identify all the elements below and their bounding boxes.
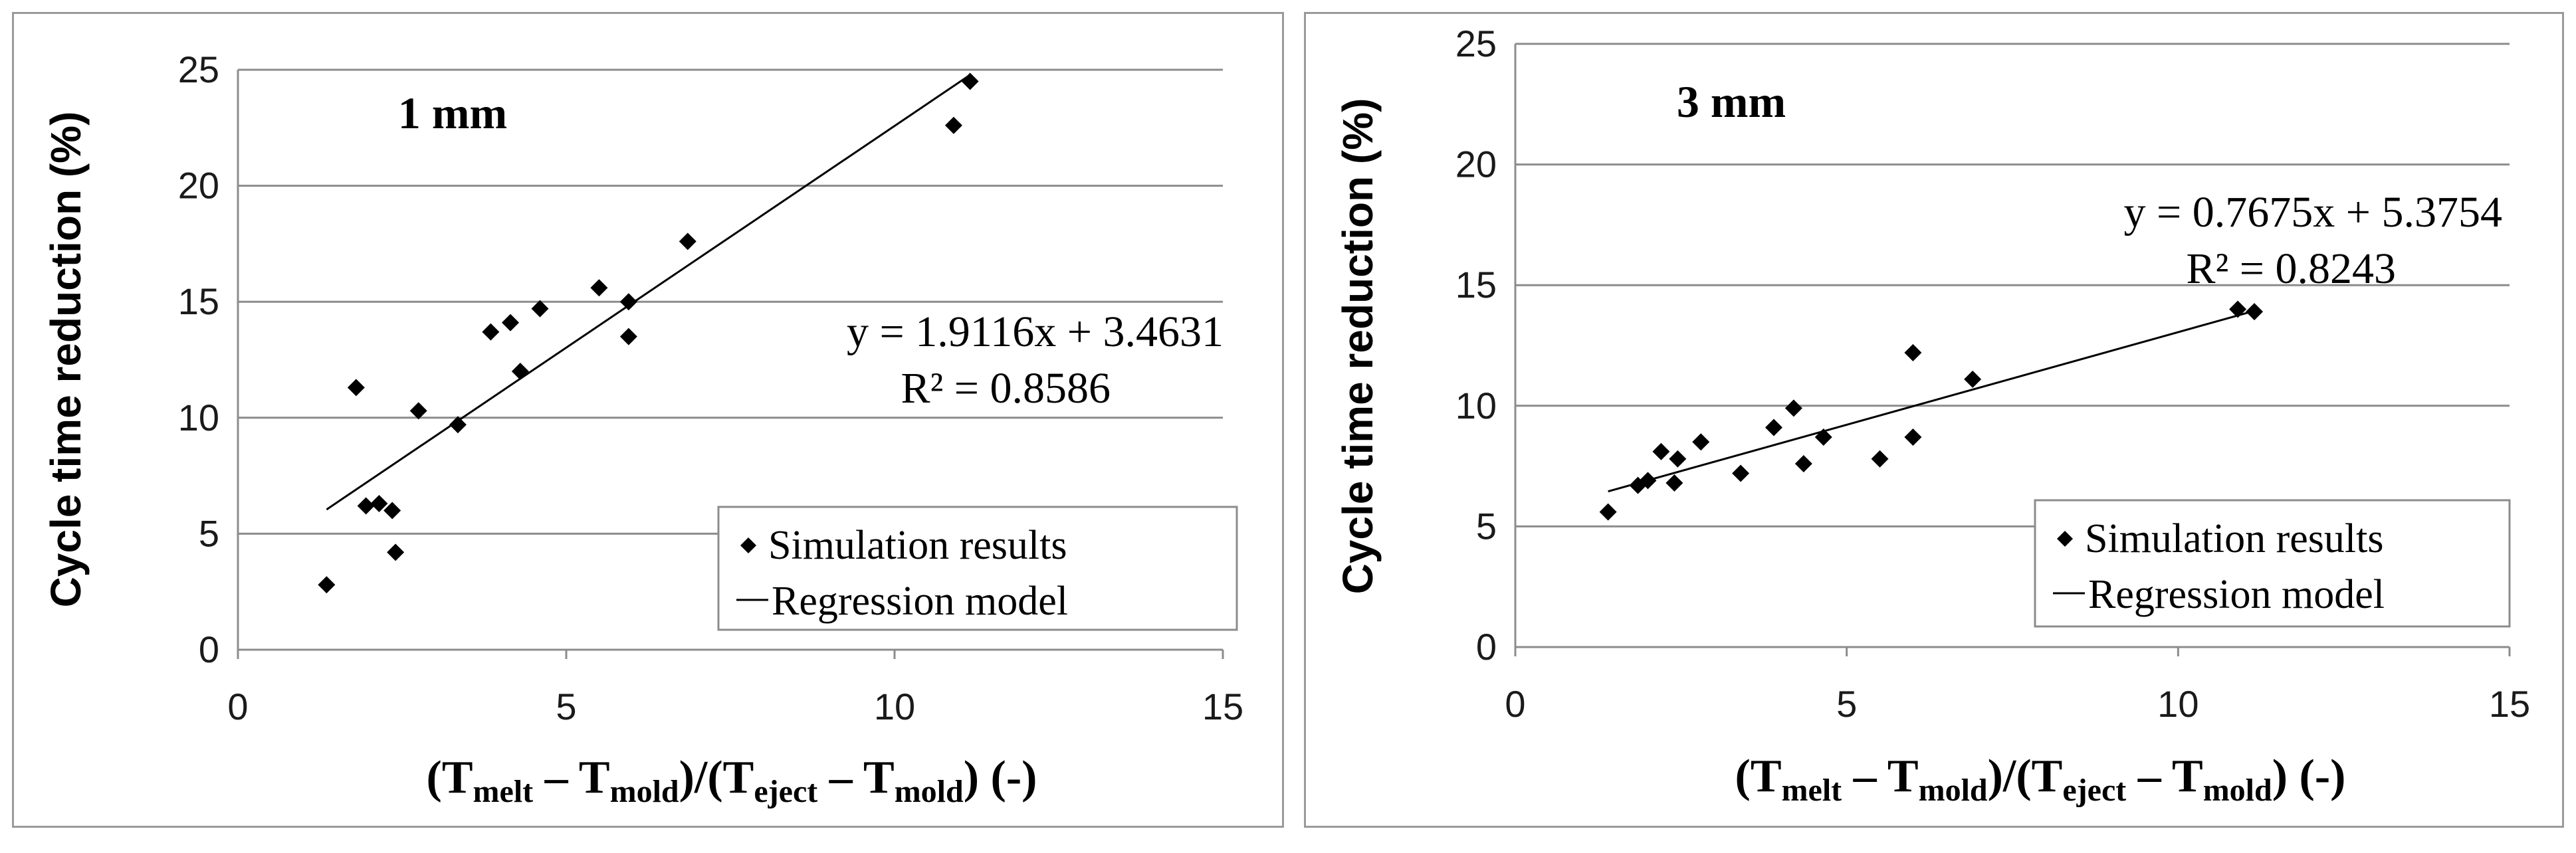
data-point: [511, 362, 529, 380]
data-point: [357, 497, 375, 515]
data-point: [1784, 399, 1802, 417]
y-tick-label: 0: [1476, 626, 1497, 668]
data-point: [2246, 303, 2264, 321]
x-axis-label: (Tmelt – Tmold)/(Teject – Tmold) (-): [427, 752, 1037, 809]
data-point: [383, 502, 401, 520]
chart-1mm: 0 5 10 15 20 25 0 5 10 15 Cycle time reduction (%)…: [42, 48, 1243, 809]
data-point: [1904, 428, 1922, 446]
chart-panel-1mm: 0 5 10 15 20 25 0 5 10 15 Cycle time reduction (%)…: [12, 12, 1284, 828]
data-point: [619, 328, 637, 345]
legend-label-simulation: Simulation results: [2085, 516, 2384, 561]
y-tick-label: 5: [199, 512, 219, 554]
data-point: [1964, 370, 1982, 388]
data-point: [1904, 343, 1922, 361]
data-point: [370, 495, 388, 513]
y-axis-label: Cycle time reduction (%): [1334, 98, 1382, 595]
legend-box: [717, 506, 1238, 631]
regression-equation: y = 0.7675x + 5.3754: [2124, 188, 2502, 237]
legend-box: [2034, 499, 2511, 628]
data-point: [1665, 474, 1683, 492]
x-tick-label: 10: [874, 686, 915, 727]
x-tick-label: 0: [227, 686, 248, 727]
y-tick-label: 25: [1455, 23, 1497, 64]
chart-panel-3mm: 0 5 10 15 20 25 0 5 10 15 Cycle time reduction (%)…: [1304, 12, 2564, 828]
y-tick-label: 10: [1455, 385, 1497, 427]
y-tick-label: 20: [178, 165, 219, 207]
x-tick-label: 10: [2157, 683, 2199, 725]
legend-marker-diamond: [2057, 531, 2073, 547]
data-point: [944, 116, 962, 134]
regression-line: [326, 74, 971, 511]
data-point: [482, 323, 500, 341]
data-point: [409, 402, 427, 420]
regression-line: [1608, 310, 2255, 493]
y-tick-label: 0: [199, 628, 219, 670]
data-point: [1871, 450, 1889, 468]
data-point: [1794, 454, 1812, 472]
y-tick-label: 5: [1476, 505, 1497, 547]
data-point: [449, 416, 467, 434]
data-point: [679, 233, 697, 250]
data-point: [347, 379, 365, 397]
r-squared: R² = 0.8586: [901, 364, 1111, 413]
legend-label-regression: Regression model: [772, 579, 1068, 624]
data-point: [1669, 450, 1687, 468]
legend-marker-diamond: [740, 537, 756, 553]
chart-3mm: 0 5 10 15 20 25 0 5 10 15 Cycle time reduction (%)…: [1334, 23, 2530, 808]
data-point: [1692, 433, 1710, 451]
y-tick-label: 15: [178, 280, 219, 322]
y-tick-label: 20: [1455, 143, 1497, 185]
data-point: [2229, 300, 2247, 318]
legend: Simulation results Regression model: [717, 506, 1238, 631]
data-point: [387, 543, 405, 561]
data-point: [1732, 464, 1750, 482]
y-tick-label: 15: [1455, 264, 1497, 306]
x-tick-label: 15: [1202, 686, 1243, 727]
legend: Simulation results Regression model: [2034, 499, 2511, 628]
data-point: [590, 279, 608, 297]
regression-equation: y = 1.9116x + 3.4631: [847, 308, 1224, 356]
legend-label-regression: Regression model: [2088, 572, 2385, 617]
data-point: [619, 293, 637, 311]
chart-title: 1 mm: [398, 88, 507, 138]
data-point: [1599, 503, 1617, 521]
x-tick-label: 15: [2489, 683, 2530, 725]
data-point: [502, 314, 520, 332]
x-tick-label: 5: [556, 686, 576, 727]
x-axis-label: (Tmelt – Tmold)/(Teject – Tmold) (-): [1735, 751, 2346, 808]
data-point: [1639, 472, 1657, 490]
legend-label-simulation: Simulation results: [768, 523, 1067, 568]
y-axis-label: Cycle time reduction (%): [42, 112, 90, 608]
y-tick-label: 25: [178, 48, 219, 90]
y-tick-label: 10: [178, 397, 219, 438]
x-tick-label: 0: [1505, 683, 1525, 725]
data-point: [1652, 442, 1670, 460]
data-point: [1814, 428, 1832, 446]
data-point: [961, 72, 979, 90]
data-point: [1765, 419, 1782, 436]
chart-title: 3 mm: [1677, 76, 1786, 127]
data-point: [531, 300, 549, 318]
data-point: [318, 576, 336, 594]
r-squared: R² = 0.8243: [2186, 244, 2396, 293]
x-tick-label: 5: [1836, 683, 1857, 725]
